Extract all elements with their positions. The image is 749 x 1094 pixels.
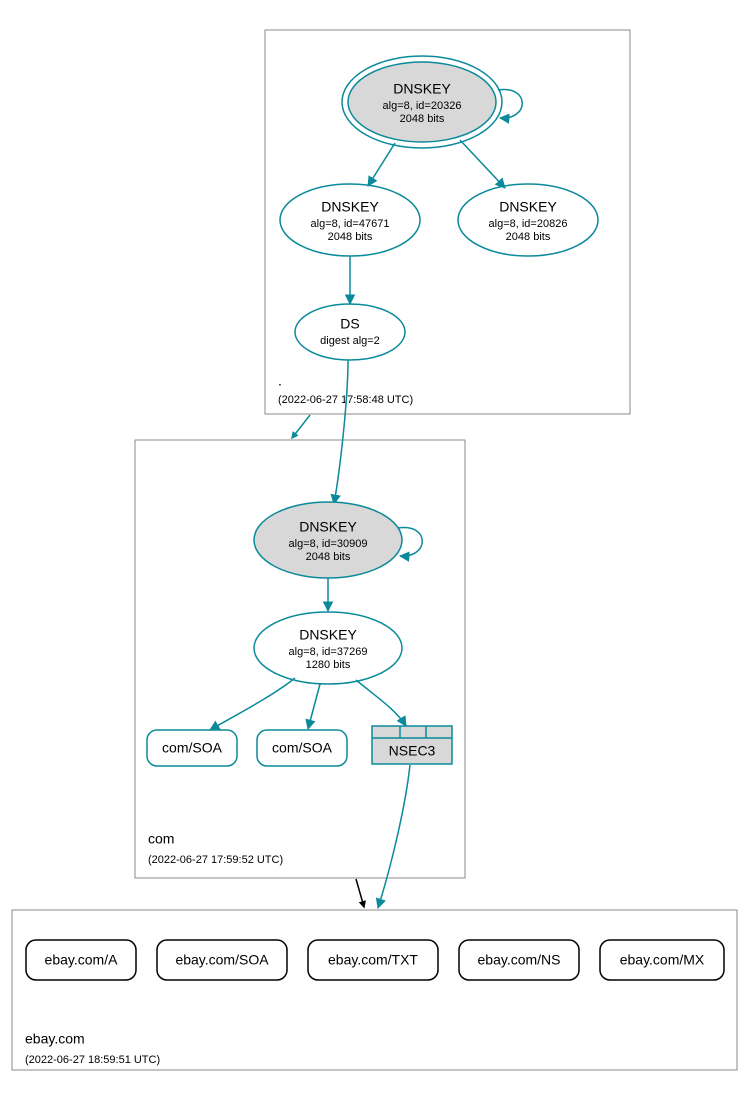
- svg-text:2048 bits: 2048 bits: [506, 231, 551, 243]
- node-root-zsk2: DNSKEY alg=8, id=20826 2048 bits: [458, 184, 598, 256]
- svg-text:2048 bits: 2048 bits: [306, 551, 351, 563]
- zone-ebay: ebay.com (2022-06-27 18:59:51 UTC): [12, 910, 737, 1070]
- zone-com-label: com: [148, 831, 174, 847]
- node-com-soa-2: com/SOA: [257, 730, 347, 766]
- node-ebay-mx: ebay.com/MX: [600, 940, 724, 980]
- svg-text:DNSKEY: DNSKEY: [321, 199, 379, 215]
- node-com-nsec3: NSEC3: [372, 726, 452, 764]
- node-root-zsk1: DNSKEY alg=8, id=47671 2048 bits: [280, 184, 420, 256]
- svg-text:ebay.com/TXT: ebay.com/TXT: [328, 952, 418, 968]
- node-ebay-a: ebay.com/A: [26, 940, 136, 980]
- node-ebay-ns: ebay.com/NS: [459, 940, 579, 980]
- zone-root-label: .: [278, 373, 282, 389]
- zone-ebay-label: ebay.com: [25, 1031, 85, 1047]
- svg-text:DNSKEY: DNSKEY: [499, 199, 557, 215]
- svg-text:2048 bits: 2048 bits: [328, 231, 373, 243]
- node-root-ds: DS digest alg=2: [295, 304, 405, 360]
- svg-text:alg=8, id=37269: alg=8, id=37269: [289, 646, 368, 658]
- edge-com-zsk-soa1: [210, 678, 295, 730]
- svg-text:ebay.com/NS: ebay.com/NS: [478, 952, 561, 968]
- zone-ebay-timestamp: (2022-06-27 18:59:51 UTC): [25, 1054, 160, 1066]
- svg-text:alg=8, id=20326: alg=8, id=20326: [383, 100, 462, 112]
- svg-text:alg=8, id=30909: alg=8, id=30909: [289, 538, 368, 550]
- svg-text:2048 bits: 2048 bits: [400, 113, 445, 125]
- edge-root-to-com: [292, 415, 310, 438]
- svg-text:DNSKEY: DNSKEY: [393, 81, 451, 97]
- node-ebay-soa: ebay.com/SOA: [157, 940, 287, 980]
- node-root-ksk: DNSKEY alg=8, id=20326 2048 bits: [342, 56, 502, 148]
- svg-text:ebay.com/SOA: ebay.com/SOA: [175, 952, 269, 968]
- edge-nsec3-to-ebay: [378, 765, 410, 908]
- edge-root-ksk-zsk1: [368, 143, 395, 186]
- svg-text:com/SOA: com/SOA: [272, 740, 333, 756]
- edge-com-zsk-nsec3: [356, 680, 406, 726]
- edge-ds-comksk: [334, 360, 348, 504]
- node-com-ksk: DNSKEY alg=8, id=30909 2048 bits: [254, 502, 402, 578]
- svg-text:ebay.com/A: ebay.com/A: [45, 952, 119, 968]
- node-com-soa-1: com/SOA: [147, 730, 237, 766]
- zone-com-timestamp: (2022-06-27 17:59:52 UTC): [148, 854, 283, 866]
- edge-root-ksk-zsk2: [460, 140, 505, 188]
- node-com-zsk: DNSKEY alg=8, id=37269 1280 bits: [254, 612, 402, 684]
- svg-text:DNSKEY: DNSKEY: [299, 519, 357, 535]
- svg-text:ebay.com/MX: ebay.com/MX: [620, 952, 705, 968]
- svg-text:NSEC3: NSEC3: [389, 743, 436, 759]
- svg-text:1280 bits: 1280 bits: [306, 659, 351, 671]
- edge-com-zsk-soa2: [308, 684, 320, 729]
- edge-com-to-ebay: [356, 879, 364, 907]
- svg-text:alg=8, id=20826: alg=8, id=20826: [489, 218, 568, 230]
- svg-text:alg=8, id=47671: alg=8, id=47671: [311, 218, 390, 230]
- svg-text:com/SOA: com/SOA: [162, 740, 223, 756]
- svg-text:digest alg=2: digest alg=2: [320, 335, 380, 347]
- node-ebay-txt: ebay.com/TXT: [308, 940, 438, 980]
- svg-text:DS: DS: [340, 316, 359, 332]
- svg-text:DNSKEY: DNSKEY: [299, 627, 357, 643]
